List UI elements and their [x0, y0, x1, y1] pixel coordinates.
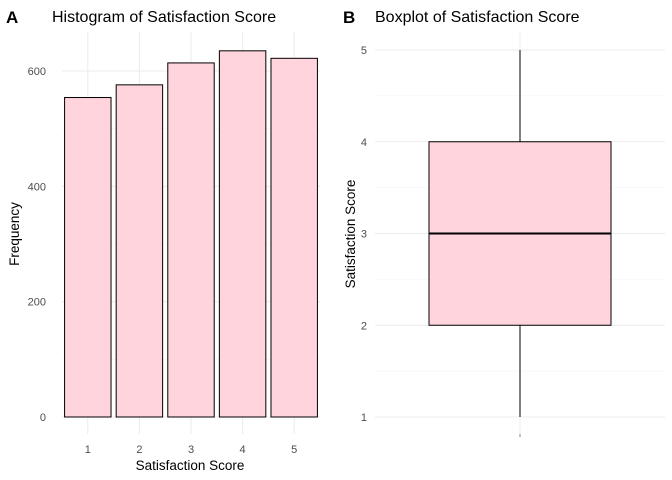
- histogram-bar-5: [270, 57, 318, 418]
- boxplot-y-tick-labels: 1 2 3 4 5: [361, 45, 367, 424]
- histogram-x-tick-label: 2: [136, 444, 142, 456]
- histogram-x-axis-title: Satisfaction Score: [136, 458, 245, 473]
- panel-a-tag: A: [6, 8, 18, 27]
- histogram-y-tick-label: 200: [28, 297, 46, 309]
- histogram-x-tick-label: 1: [85, 444, 91, 456]
- boxplot-y-tick-label: 5: [361, 45, 367, 57]
- histogram-x-tick-label: 4: [240, 444, 246, 456]
- histogram-y-tick-label: 400: [28, 181, 46, 193]
- histogram-bar-3: [167, 62, 215, 418]
- histogram-bar-2: [115, 84, 164, 418]
- histogram-panel: A Histogram of Satisfaction Score 020040…: [6, 8, 320, 473]
- boxplot-y-tick-label: 3: [361, 229, 367, 241]
- boxplot-y-tick-label: 1: [361, 412, 367, 424]
- boxplot-y-tick-label: 2: [361, 320, 367, 332]
- histogram-y-tick-labels: 0 200 400 600: [28, 66, 46, 424]
- boxplot-y-axis-title: Satisfaction Score: [343, 180, 358, 289]
- histogram-title: Histogram of Satisfaction Score: [52, 9, 276, 26]
- boxplot-y-tick-label: 4: [361, 137, 367, 149]
- boxplot-box: [428, 50, 612, 417]
- histogram-x-tick-label: 3: [188, 444, 194, 456]
- histogram-bars: [64, 50, 318, 418]
- panel-b-tag: B: [343, 8, 355, 27]
- histogram-x-tick-label: 5: [291, 444, 297, 456]
- histogram-y-tick-label: 0: [40, 412, 46, 424]
- boxplot-title: Boxplot of Satisfaction Score: [375, 9, 580, 26]
- histogram-x-tick-labels: 1 2 3 4 5: [85, 444, 298, 456]
- histogram-y-tick-label: 600: [28, 66, 46, 78]
- histogram-y-axis-title: Frequency: [7, 202, 22, 266]
- boxplot-panel: B Boxplot of Satisfaction Score 1 2 3 4 5 Sa…: [343, 8, 665, 437]
- histogram-bar-4: [218, 50, 267, 418]
- histogram-bar-1: [64, 97, 112, 418]
